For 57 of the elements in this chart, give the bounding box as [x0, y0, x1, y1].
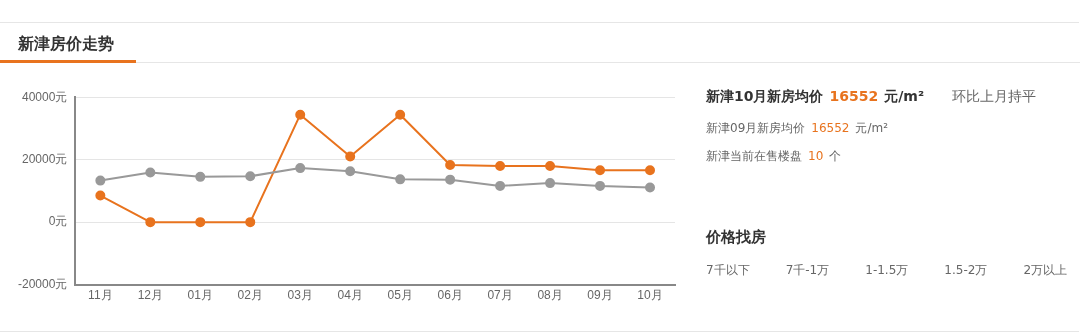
- text: 7千-1万: [785, 263, 830, 277]
- text: 新津10月新房均价: [706, 88, 824, 104]
- point: [645, 165, 656, 176]
- x-tick-label: 02月: [237, 288, 263, 303]
- point: [295, 163, 306, 174]
- text: 10: [808, 149, 824, 163]
- point: [445, 174, 456, 185]
- point: [145, 167, 156, 178]
- point: [395, 174, 406, 185]
- x-tick-label: 11月: [88, 288, 113, 303]
- y-tick-label: 20000元: [21, 151, 68, 166]
- text: 1.5-2万: [944, 263, 988, 277]
- point: [245, 171, 256, 182]
- y-tick-label: -20000元: [17, 276, 68, 291]
- text: 价格找房: [706, 228, 766, 246]
- text: 1-1.5万: [865, 263, 909, 277]
- x-tick-label: 09月: [587, 288, 613, 303]
- text: 元/m²: [855, 121, 889, 135]
- x-tick-label: 04月: [337, 288, 363, 303]
- point: [495, 160, 506, 171]
- x-tick-label: 03月: [287, 288, 313, 303]
- text: 新津当前在售楼盘: [706, 149, 802, 163]
- point: [345, 151, 356, 162]
- y-tick-label: 40000元: [21, 89, 68, 104]
- text: 新津09月新房均价: [706, 121, 806, 135]
- text: 2万以上: [1023, 263, 1068, 277]
- point: [195, 171, 206, 182]
- point: [445, 159, 456, 170]
- text: 7千以下: [706, 263, 750, 277]
- point: [595, 180, 606, 191]
- text: 个: [829, 149, 842, 163]
- point: [495, 180, 506, 191]
- y-tick-label: 0元: [48, 214, 68, 229]
- text: 16552: [811, 121, 850, 135]
- point: [95, 175, 106, 186]
- point: [295, 109, 306, 120]
- x-tick-label: 01月: [187, 288, 213, 303]
- text: 16552: [829, 88, 879, 104]
- point: [145, 217, 156, 228]
- point: [245, 217, 256, 228]
- point: [395, 109, 406, 120]
- point: [195, 217, 206, 228]
- point: [345, 166, 356, 177]
- text: 元/m²: [884, 88, 925, 104]
- x-tick-label: 06月: [437, 288, 463, 303]
- x-tick-label: 07月: [487, 288, 513, 303]
- x-tick-label: 12月: [137, 288, 163, 303]
- point: [645, 182, 656, 193]
- chart-title: 新津房价走势: [18, 34, 114, 55]
- point: [545, 178, 556, 189]
- point: [595, 165, 606, 176]
- x-tick-label: 05月: [387, 288, 413, 303]
- text: 环比上月持平: [952, 88, 1037, 104]
- point: [95, 190, 106, 201]
- x-tick-label: 10月: [637, 288, 663, 303]
- point: [545, 160, 556, 171]
- x-tick-label: 08月: [537, 288, 563, 303]
